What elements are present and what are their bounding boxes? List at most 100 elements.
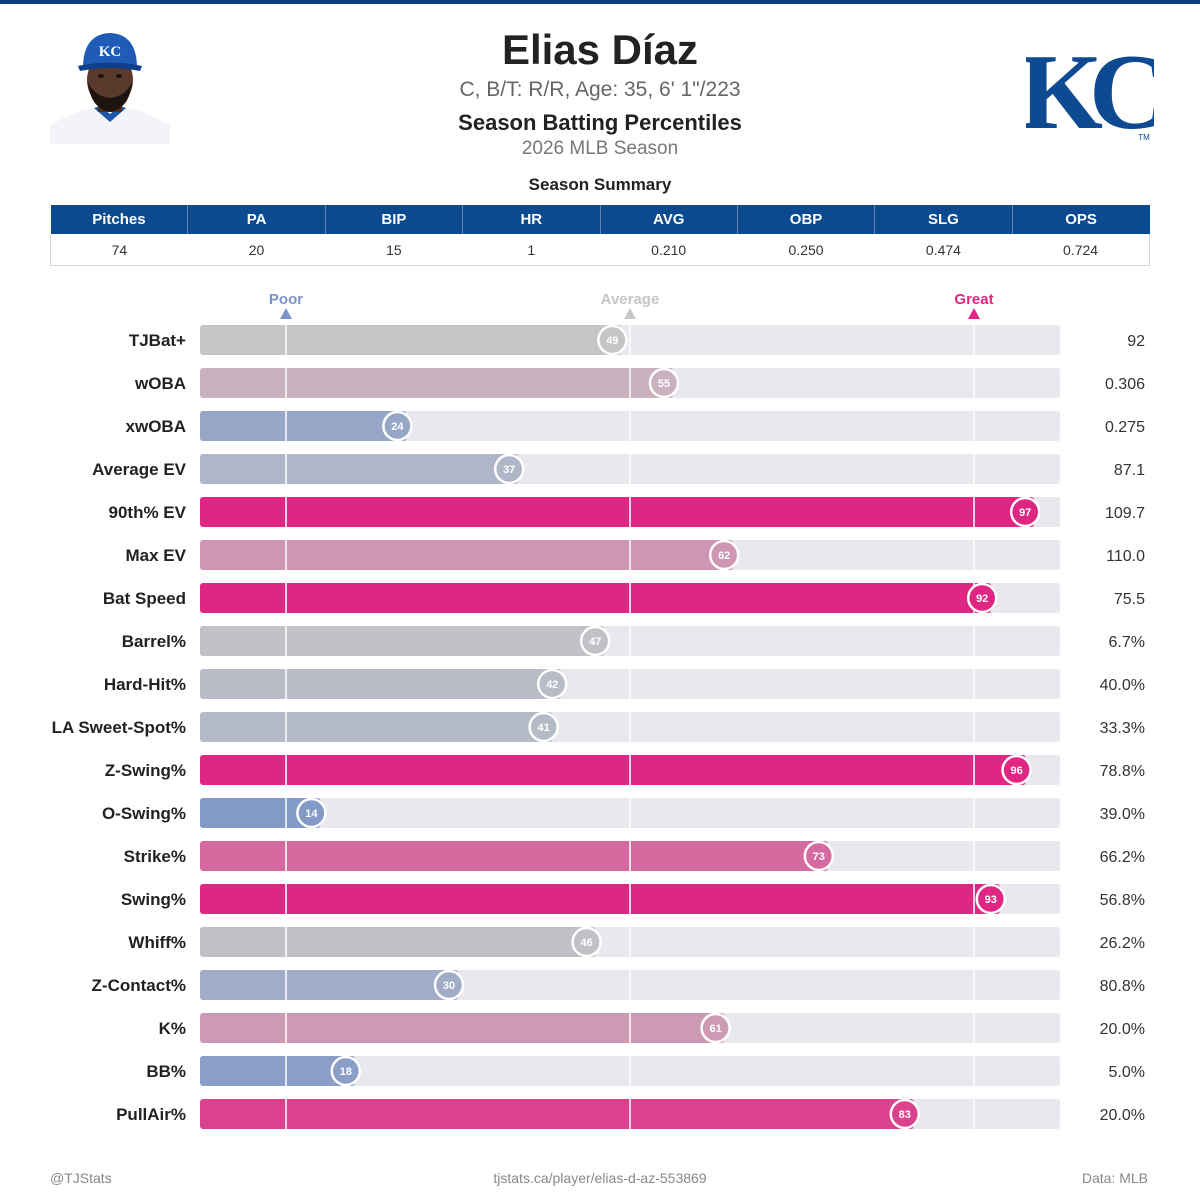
percentile-bar: [200, 583, 992, 613]
percentile-label: 18: [340, 1066, 352, 1078]
percentile-label: 96: [1010, 765, 1022, 777]
percentile-bar: [200, 325, 622, 355]
stat-value: 6.7%: [1109, 634, 1145, 651]
metric-label: wOBA: [134, 374, 186, 393]
metric-label: Z-Swing%: [105, 761, 186, 780]
summary-value-cell: 74: [49, 234, 188, 266]
summary-header-row: Pitches PA BIP HR AVG OBP SLG OPS: [50, 205, 1150, 234]
percentile-badge: [433, 969, 465, 1001]
metric-label: Barrel%: [122, 632, 186, 651]
percentile-badge: [966, 582, 998, 614]
summary-value-row: 74 20 15 1 0.210 0.250 0.474 0.724: [49, 234, 1151, 266]
percentile-bar: [200, 411, 407, 441]
summary-header-cell: PA: [187, 205, 326, 234]
stat-value: 87.1: [1114, 462, 1145, 479]
percentile-bar: [200, 1099, 914, 1129]
percentile-label: 24: [391, 421, 404, 433]
stat-value: 39.0%: [1100, 806, 1145, 823]
stat-value: 75.5: [1114, 591, 1145, 608]
percentile-bar: [200, 755, 1026, 785]
metric-label: K%: [159, 1019, 186, 1038]
percentile-label: 49: [606, 335, 618, 347]
summary-value-cell: 1: [462, 234, 600, 266]
percentile-bar: [200, 540, 734, 570]
team-logo-tm: TM: [1138, 133, 1150, 142]
marker-label-great: Great: [954, 291, 993, 308]
percentile-label: 41: [537, 722, 549, 734]
team-logo-text: KC: [1026, 33, 1154, 148]
percentile-bar: [200, 368, 673, 398]
stat-value: 40.0%: [1100, 677, 1145, 694]
metric-label: xwOBA: [126, 417, 186, 436]
summary-value-cell: 0.474: [874, 234, 1013, 266]
percentile-bar: [200, 1013, 725, 1043]
metric-label: Z-Contact%: [92, 976, 186, 995]
summary-header-cell: BIP: [325, 205, 464, 234]
marker-triangle-average-icon: [624, 308, 636, 319]
summary-header-cell: AVG: [600, 205, 738, 234]
metric-label: Strike%: [124, 847, 186, 866]
percentile-badge: [648, 367, 680, 399]
footer-source: Data: MLB: [1081, 1170, 1148, 1186]
player-headshot: KC: [50, 26, 170, 144]
percentile-label: 92: [976, 593, 988, 605]
percentile-badge: [528, 711, 559, 743]
percentile-label: 62: [718, 550, 730, 562]
percentile-label: 73: [813, 851, 825, 863]
percentile-badge: [493, 453, 525, 485]
percentile-badge: [579, 625, 611, 657]
summary-header-cell: Pitches: [50, 205, 189, 234]
team-logo: KC TM: [1019, 24, 1173, 152]
marker-label-poor: Poor: [269, 291, 303, 308]
marker-triangle-poor-icon: [280, 308, 292, 319]
metric-label: 90th% EV: [109, 503, 187, 522]
stat-value: 0.275: [1105, 419, 1145, 436]
summary-value-cell: 15: [325, 234, 463, 266]
metric-label: PullAir%: [116, 1105, 186, 1124]
stat-value: 0.306: [1105, 376, 1145, 393]
percentile-chart: Poor Average Great 49 TJBat+ 92 55 wOBA 0.306 24 x…: [52, 291, 1145, 1130]
metric-label: LA Sweet-Spot%: [52, 718, 186, 737]
stat-value: 92: [1127, 333, 1145, 350]
percentile-badge: [330, 1055, 362, 1087]
summary-header-cell: OBP: [737, 205, 876, 234]
percentile-label: 97: [1019, 507, 1031, 519]
percentile-bar: [200, 1056, 355, 1086]
percentile-badge: [975, 883, 1007, 915]
stat-value: 80.8%: [1100, 978, 1145, 995]
percentile-badge: [803, 840, 835, 872]
summary-table: Pitches PA BIP HR AVG OBP SLG OPS 74 20 …: [49, 205, 1151, 266]
summary-title: Season Summary: [528, 175, 672, 194]
percentile-badge: [700, 1012, 731, 1044]
svg-text:KC: KC: [99, 44, 122, 60]
percentile-label: 46: [580, 937, 592, 949]
percentile-label: 61: [709, 1023, 721, 1035]
footer-url: tjstats.ca/player/elias-d-az-553869: [493, 1170, 707, 1186]
percentile-bar: [200, 884, 1000, 914]
summary-value-cell: 0.250: [737, 234, 875, 266]
metric-label: BB%: [146, 1062, 186, 1081]
stat-value: 20.0%: [1100, 1107, 1145, 1124]
percentile-label: 93: [985, 894, 997, 906]
footer-handle: @TJStats: [50, 1170, 112, 1186]
summary-header-cell: OPS: [1012, 205, 1150, 234]
summary-value-cell: 20: [187, 234, 326, 266]
percentile-bar: [200, 841, 828, 871]
stat-value: 20.0%: [1100, 1021, 1145, 1038]
percentile-label: 47: [589, 636, 601, 648]
percentile-bar: [200, 798, 321, 828]
stat-value: 78.8%: [1100, 763, 1145, 780]
chart-title: Season Batting Percentiles: [458, 110, 742, 135]
metric-label: Average EV: [92, 460, 187, 479]
percentile-bar: [200, 497, 1035, 527]
stat-value: 26.2%: [1100, 935, 1145, 952]
stat-value: 110.0: [1106, 548, 1145, 565]
stat-value: 66.2%: [1100, 849, 1145, 866]
percentile-badge: [571, 926, 602, 958]
percentile-label: 30: [443, 980, 455, 992]
percentile-bar: [200, 970, 458, 1000]
chart-subtitle: 2026 MLB Season: [521, 138, 679, 159]
percentile-badge: [708, 539, 740, 571]
metric-label: Max EV: [126, 546, 187, 565]
percentile-badge: [296, 797, 327, 829]
